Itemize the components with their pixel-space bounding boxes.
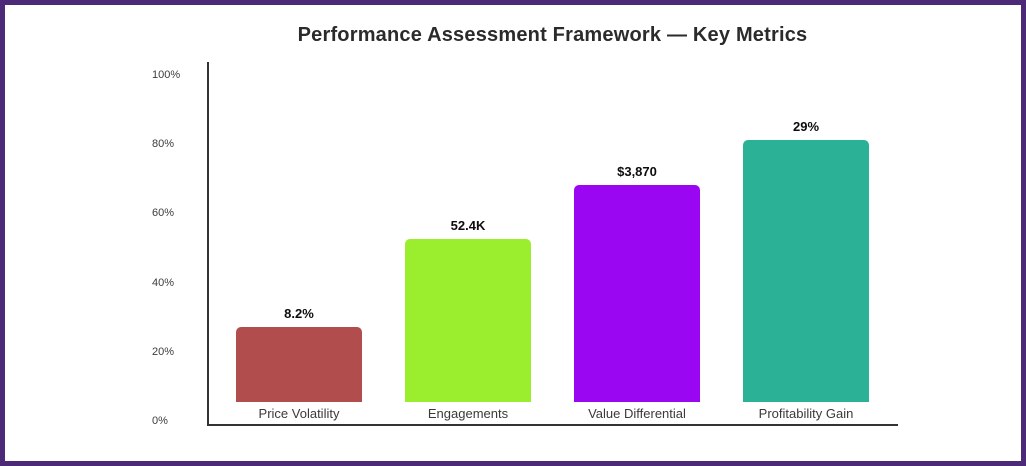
bar-profitability-gain [743,140,869,402]
category-label-value-differential: Value Differential [588,406,686,421]
y-axis-tick-80pct: 80% [152,138,175,151]
bar-engagements [405,239,531,402]
value-label-value-differential: $3,870 [617,164,657,179]
bar-price-volatility [236,327,362,402]
category-label-engagements: Engagements [427,406,509,421]
category-label-profitability-gain: Profitability Gain [758,406,854,421]
y-axis-tick-40pct: 40% [152,276,175,289]
category-label-price-volatility: Price Volatility [258,406,340,421]
chart-title: Performance Assessment Framework — Key M… [297,24,808,46]
value-label-engagements: 52.4K [450,218,486,233]
bar-chart: 100% 80% 60% 40% 20% 0% 8.2% Price Volatility 5… [5,5,1021,461]
y-axis-tick-0pct: 0% [152,415,168,427]
y-axis-tick-60pct: 60% [152,207,175,220]
value-label-price-volatility: 8.2% [284,306,314,321]
y-axis-line [207,62,209,426]
y-axis-tick-100pct: 100% [152,69,181,81]
value-label-profitability-gain: 29% [792,119,820,134]
y-axis-tick-20pct: 20% [152,345,175,358]
x-axis-line [207,424,898,426]
bar-value-differential [574,185,700,402]
